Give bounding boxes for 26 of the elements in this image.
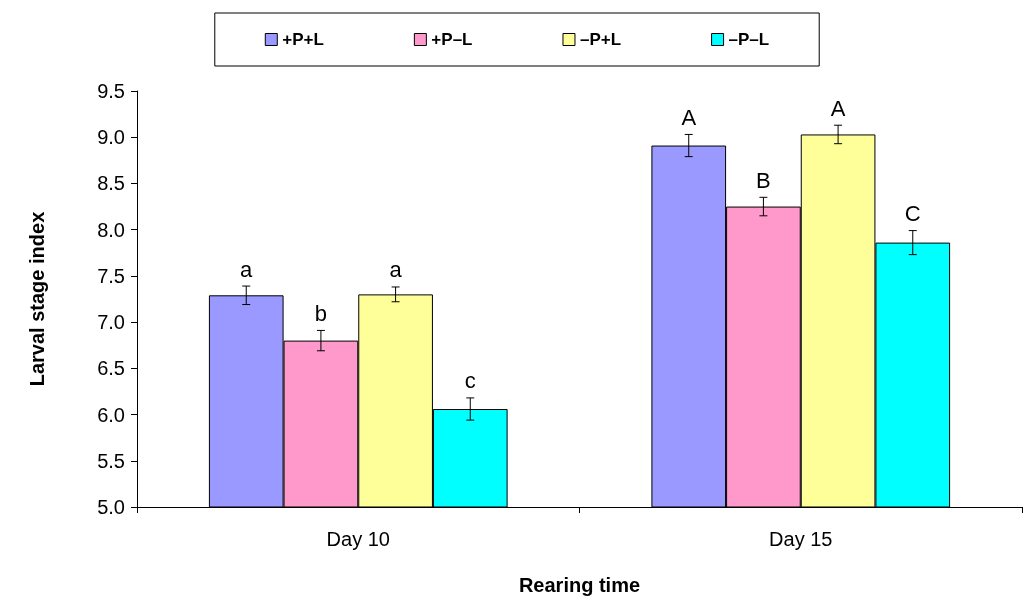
legend-label: +P–L bbox=[431, 30, 473, 49]
y-tick-label: 8.5 bbox=[97, 172, 125, 195]
annotation: a bbox=[240, 256, 254, 282]
y-tick-label: 9.0 bbox=[97, 126, 125, 149]
y-tick-label: 5.0 bbox=[97, 496, 125, 518]
x-axis-title: Rearing time bbox=[518, 574, 641, 596]
annotation: A bbox=[681, 104, 697, 130]
annotation: A bbox=[830, 95, 846, 121]
legend-label: –P+L bbox=[579, 30, 622, 49]
annotation: b bbox=[314, 300, 328, 326]
legend-label: –P–L bbox=[728, 30, 770, 49]
y-tick-label: 6.0 bbox=[97, 403, 125, 426]
annotation: B bbox=[756, 167, 771, 193]
y-tick-label: 6.5 bbox=[97, 357, 125, 380]
y-tick-label: 5.5 bbox=[97, 449, 125, 472]
annotation: a bbox=[389, 257, 403, 283]
y-tick-label: 7.5 bbox=[97, 264, 125, 287]
legend-label: +P+L bbox=[282, 30, 324, 49]
y-tick-label: 7.0 bbox=[97, 311, 125, 334]
annotation: c bbox=[464, 368, 476, 394]
y-tick-label: 8.0 bbox=[97, 218, 125, 241]
x-tick-label: Day 10 bbox=[326, 528, 390, 550]
y-tick-label: 9.5 bbox=[97, 80, 125, 102]
annotation: C bbox=[904, 201, 921, 227]
y-axis-title: Larval stage index bbox=[26, 211, 48, 387]
x-tick-label: Day 15 bbox=[769, 528, 833, 550]
